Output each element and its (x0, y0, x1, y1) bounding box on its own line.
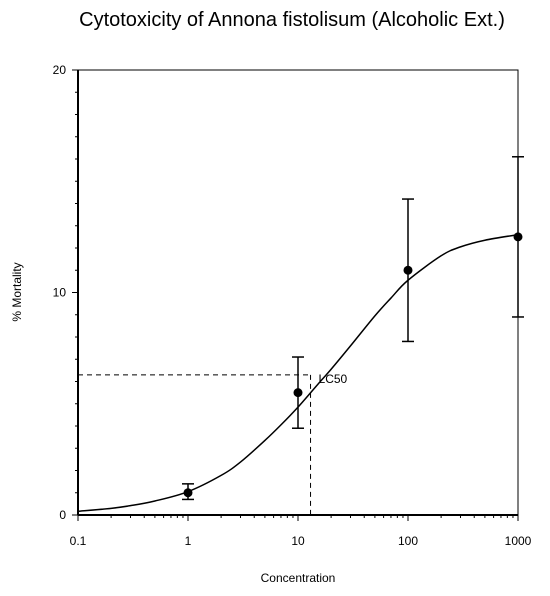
x-tick-label: 1000 (505, 534, 532, 548)
data-point (293, 388, 303, 398)
y-tick-label: 0 (59, 508, 66, 522)
x-tick-label: 0.1 (70, 534, 87, 548)
chart-title: Cytotoxicity of Annona fistolisum (Alcoh… (79, 9, 505, 31)
x-tick-label: 100 (398, 534, 418, 548)
x-axis-label: Concentration (261, 571, 336, 585)
data-point (403, 265, 413, 275)
data-point (513, 232, 523, 242)
data-point (183, 488, 193, 498)
x-tick-label: 10 (291, 534, 305, 548)
y-tick-label: 20 (53, 63, 67, 77)
plot-frame (77, 69, 519, 516)
fit-curve (77, 233, 519, 512)
y-axis-label: % Mortality (10, 262, 24, 321)
x-tick-label: 1 (185, 534, 192, 548)
y-tick-label: 10 (53, 286, 67, 300)
